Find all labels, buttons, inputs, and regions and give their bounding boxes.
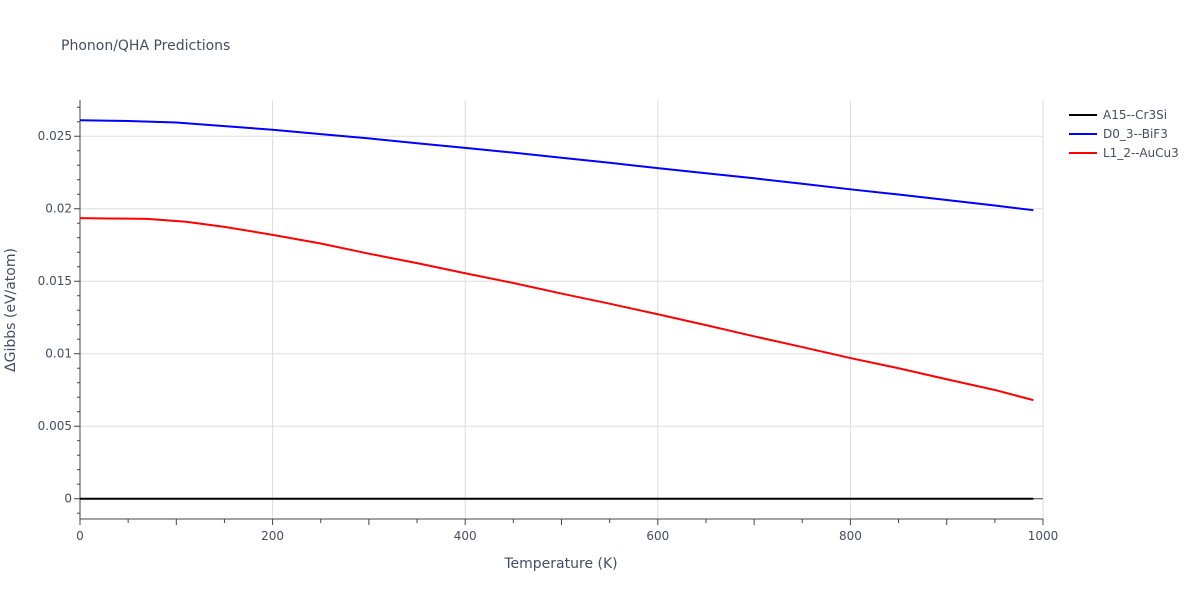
x-tick-label: 200 — [261, 529, 284, 543]
x-tick-label: 400 — [454, 529, 477, 543]
legend[interactable]: A15--Cr3Si D0_3--BiF3 L1_2--AuCu3 — [1069, 108, 1179, 160]
x-tick-label: 0 — [76, 529, 84, 543]
x-tick-label: 800 — [839, 529, 862, 543]
x-tick-label: 600 — [646, 529, 669, 543]
legend-item[interactable]: A15--Cr3Si — [1069, 108, 1167, 122]
series-line — [79, 217, 1034, 402]
legend-label: L1_2--AuCu3 — [1103, 146, 1179, 160]
legend-label: D0_3--BiF3 — [1103, 127, 1168, 141]
x-tick-label: 1000 — [1028, 529, 1059, 543]
legend-label: A15--Cr3Si — [1103, 108, 1167, 122]
y-tick-label: 0 — [64, 492, 72, 506]
y-axis-title: ΔGibbs (eV/atom) — [3, 248, 19, 372]
grid — [80, 100, 1044, 519]
legend-item[interactable]: L1_2--AuCu3 — [1069, 146, 1179, 160]
y-tick-label: 0.005 — [38, 419, 72, 433]
y-tick-label: 0.025 — [38, 129, 72, 143]
y-tick-label: 0.02 — [45, 202, 72, 216]
x-tick-labels: 0 200 400 600 800 1000 — [76, 529, 1058, 543]
y-tick-label: 0.015 — [38, 274, 72, 288]
y-tick-label: 0.01 — [45, 347, 72, 361]
chart-title: Phonon/QHA Predictions — [61, 38, 230, 54]
y-tick-labels: 0 0.005 0.01 0.015 0.02 0.025 — [38, 129, 72, 505]
x-axis-title: Temperature (K) — [503, 556, 617, 572]
axes — [74, 100, 1044, 525]
series-line — [79, 119, 1034, 212]
legend-item[interactable]: D0_3--BiF3 — [1069, 127, 1168, 141]
series-group — [79, 119, 1034, 500]
